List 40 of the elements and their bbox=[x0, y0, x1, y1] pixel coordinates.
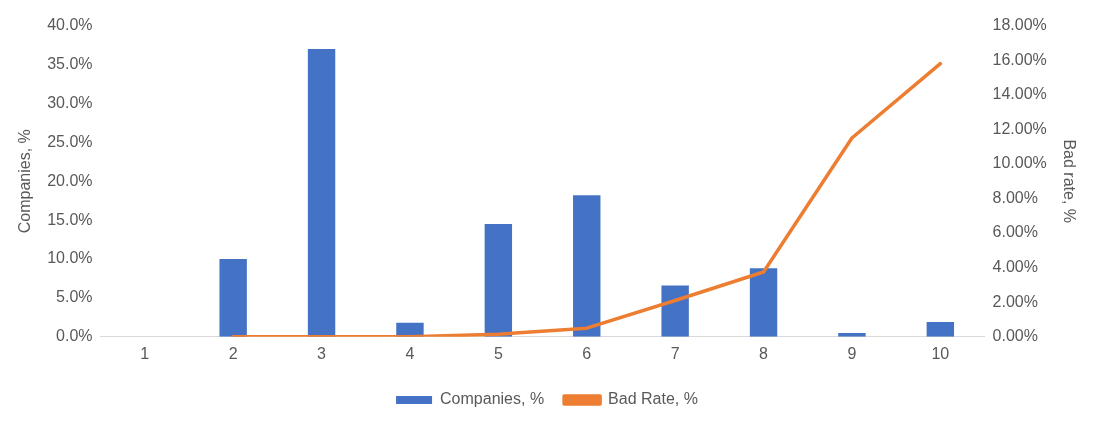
y2-tick-label: 10.00% bbox=[992, 154, 1047, 172]
bar bbox=[219, 259, 247, 337]
x-tick-label: 6 bbox=[582, 344, 592, 362]
y2-tick-label: 4.00% bbox=[992, 258, 1038, 276]
bar bbox=[484, 223, 513, 337]
x-tick-label: 5 bbox=[493, 344, 503, 362]
y-axis-title: Companies, % bbox=[16, 129, 34, 234]
y2-tick-label: 2.00% bbox=[992, 292, 1038, 310]
y2-tick-label: 16.00% bbox=[992, 50, 1047, 68]
x-tick-label: 9 bbox=[847, 344, 857, 362]
bar bbox=[749, 268, 778, 337]
bar bbox=[926, 322, 955, 337]
bar bbox=[661, 285, 689, 337]
y-tick-label: 10.0% bbox=[47, 249, 93, 267]
x-tick-label: 8 bbox=[759, 344, 769, 362]
y2-tick-label: 12.00% bbox=[992, 119, 1047, 137]
x-tick-label: 2 bbox=[228, 344, 238, 362]
legend-label: Bad Rate, % bbox=[608, 390, 698, 408]
y-tick-label: 35.0% bbox=[47, 54, 93, 72]
y-tick-label: 25.0% bbox=[47, 132, 93, 150]
y-tick-label: 5.0% bbox=[56, 288, 93, 306]
x-tick-label: 3 bbox=[317, 344, 327, 362]
y-tick-label: 30.0% bbox=[47, 93, 93, 111]
x-tick-label: 7 bbox=[670, 344, 680, 362]
x-tick-label: 4 bbox=[405, 344, 415, 362]
y2-tick-label: 8.00% bbox=[992, 188, 1038, 206]
y-tick-label: 20.0% bbox=[47, 171, 93, 189]
y-tick-label: 15.0% bbox=[47, 210, 93, 228]
y2-tick-label: 14.00% bbox=[992, 85, 1047, 103]
bar bbox=[573, 195, 601, 337]
legend-label: Companies, % bbox=[440, 390, 545, 408]
y2-tick-label: 0.00% bbox=[992, 327, 1038, 345]
y-tick-label: 0.0% bbox=[56, 327, 93, 345]
y2-axis-title: Bad rate, % bbox=[1060, 139, 1078, 223]
bar bbox=[307, 48, 336, 337]
y2-tick-label: 6.00% bbox=[992, 223, 1038, 241]
y-tick-label: 40.0% bbox=[47, 16, 93, 34]
x-tick-label: 10 bbox=[931, 344, 950, 362]
x-tick-label: 1 bbox=[140, 344, 150, 362]
y2-tick-label: 18.00% bbox=[992, 16, 1047, 34]
